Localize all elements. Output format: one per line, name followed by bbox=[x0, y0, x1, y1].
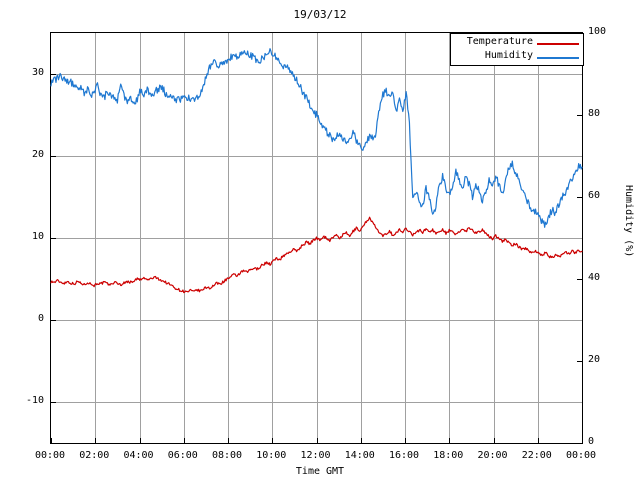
grid-line-horizontal bbox=[51, 320, 582, 321]
y-axis-right-tick-label: 100 bbox=[588, 26, 607, 37]
legend-swatch-temperature bbox=[537, 43, 579, 45]
grid-line-horizontal bbox=[51, 156, 582, 157]
x-axis-tick-label: 12:00 bbox=[300, 450, 331, 461]
y-axis-right-tick bbox=[577, 443, 582, 444]
legend-entry-temperature: Temperature bbox=[451, 36, 583, 50]
x-axis-tick-label: 16:00 bbox=[388, 450, 420, 461]
grid-line-horizontal bbox=[51, 402, 582, 403]
y-axis-left-tick-label: 20 bbox=[31, 149, 44, 160]
x-axis-tick-label: 00:00 bbox=[34, 450, 66, 461]
y-axis-left-tick-label: 10 bbox=[31, 231, 44, 242]
y-axis-right-tick bbox=[577, 197, 582, 198]
x-axis-tick-label: 04:00 bbox=[123, 450, 154, 461]
grid-line-horizontal bbox=[51, 74, 582, 75]
y-axis-left-tick bbox=[51, 320, 56, 321]
legend-entry-humidity: Humidity bbox=[451, 50, 583, 64]
y-axis-right-tick-label: 80 bbox=[588, 108, 601, 119]
x-axis-tick-label: 20:00 bbox=[477, 450, 508, 461]
x-axis-tick bbox=[317, 438, 318, 443]
legend-swatch-humidity bbox=[537, 57, 579, 59]
x-axis-tick-label: 02:00 bbox=[79, 450, 110, 461]
x-axis-tick-label: 18:00 bbox=[433, 450, 464, 461]
y-axis-right-tick-label: 0 bbox=[588, 436, 595, 447]
series-line-humidity bbox=[50, 48, 583, 228]
y-axis-right-tick bbox=[577, 361, 582, 362]
x-axis-tick-label: 10:00 bbox=[256, 450, 287, 461]
chart-title: 19/03/12 bbox=[293, 8, 347, 21]
series-line-temperature bbox=[50, 216, 583, 294]
series-layer bbox=[50, 48, 583, 294]
x-axis-tick-label: 14:00 bbox=[344, 450, 375, 461]
y-axis-right-tick bbox=[577, 279, 582, 280]
x-axis-tick bbox=[361, 438, 362, 443]
legend-label-temperature: Temperature bbox=[466, 36, 533, 47]
legend: Temperature Humidity bbox=[450, 33, 584, 66]
x-axis-tick-label: 08:00 bbox=[211, 450, 243, 461]
y-axis-left-tick bbox=[51, 402, 56, 403]
y-axis-right-tick bbox=[577, 115, 582, 116]
y-axis-left-tick bbox=[51, 238, 56, 239]
x-axis-tick-label: 06:00 bbox=[167, 450, 198, 461]
plot-area bbox=[50, 32, 583, 444]
y-axis-right-tick-label: 60 bbox=[588, 190, 601, 201]
x-axis-tick bbox=[449, 438, 450, 443]
x-axis-tick-label: 22:00 bbox=[521, 450, 552, 461]
legend-label-humidity: Humidity bbox=[484, 50, 533, 61]
y-axis-right-title: Humidity (%) bbox=[623, 185, 634, 258]
y-axis-right-tick-label: 40 bbox=[588, 272, 601, 283]
x-axis-tick bbox=[494, 438, 495, 443]
y-axis-left-tick-label: 0 bbox=[37, 313, 44, 324]
x-axis-tick bbox=[95, 438, 96, 443]
y-axis-left-tick bbox=[51, 74, 56, 75]
y-axis-left-tick-label: -10 bbox=[25, 395, 44, 406]
y-axis-right-tick-label: 20 bbox=[588, 354, 601, 365]
x-axis-tick bbox=[140, 438, 141, 443]
x-axis-tick bbox=[582, 438, 583, 443]
x-axis-tick bbox=[51, 438, 52, 443]
y-axis-left-tick bbox=[51, 156, 56, 157]
x-axis-title: Time GMT bbox=[295, 466, 345, 477]
x-axis-tick-label: 00:00 bbox=[565, 450, 597, 461]
x-axis-tick bbox=[272, 438, 273, 443]
x-axis-tick bbox=[184, 438, 185, 443]
x-axis-tick bbox=[538, 438, 539, 443]
x-axis-tick bbox=[405, 438, 406, 443]
y-axis-left-tick-label: 30 bbox=[31, 67, 44, 78]
x-axis-tick bbox=[228, 438, 229, 443]
